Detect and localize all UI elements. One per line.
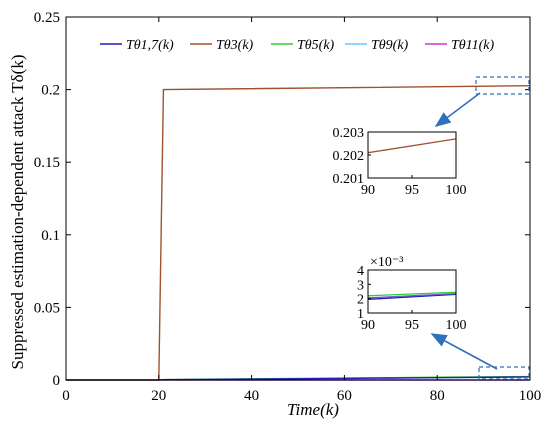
inset-x-tick-label: 95 <box>405 183 419 198</box>
zoom-arrow-top <box>434 92 481 127</box>
legend-entry: Tθ5(k) <box>297 38 335 53</box>
main-plot: 0 20 40 60 80 100 0 0.05 0.1 0.15 0.2 0.25 <box>34 10 542 404</box>
inset-scale-label: ×10⁻³ <box>370 255 403 270</box>
inset-x-tick-label: 90 <box>361 183 375 198</box>
inset-y-tick-label: 2 <box>357 293 364 308</box>
legend-entry: Tθ1,7(k) <box>126 38 174 53</box>
legend-entry: Tθ3(k) <box>216 38 254 53</box>
inset-x-tick-label: 100 <box>446 318 467 333</box>
y-axis-label: Suppressed estimation-dependent attack T… <box>8 54 27 369</box>
y-tick-label: 0.2 <box>41 83 60 99</box>
x-tick-label: 40 <box>244 388 259 404</box>
x-tick-label: 0 <box>62 388 70 404</box>
x-tick-label: 60 <box>337 388 352 404</box>
zoom-box-bottom <box>478 366 530 380</box>
y-tick-label: 0 <box>53 373 61 389</box>
x-tick-label: 80 <box>430 388 445 404</box>
inset-y-tick-label: 1 <box>357 307 364 322</box>
inset-series-line <box>367 293 457 301</box>
inset-series-line <box>367 138 457 154</box>
x-tick-label: 20 <box>151 388 166 404</box>
inset-y-tick-label: 3 <box>357 278 364 293</box>
legend-entry: Tθ9(k) <box>371 38 409 53</box>
y-tick-label: 0.1 <box>41 228 60 244</box>
y-tick-label: 0.25 <box>34 10 60 26</box>
inset-x-tick-label: 100 <box>446 183 467 198</box>
zoom-markers <box>430 76 530 380</box>
inset-series-line <box>367 291 457 297</box>
inset-y-tick-label: 0.201 <box>333 172 365 187</box>
y-tick-label: 0.15 <box>34 155 60 171</box>
inset-y-tick-label: 4 <box>357 264 364 279</box>
legend-entry: Tθ11(k) <box>451 38 495 53</box>
x-axis-label: Time(k) <box>287 400 339 419</box>
y-tick-label: 0.05 <box>34 300 60 316</box>
series-line-2 <box>66 84 531 381</box>
legend: Tθ1,7(k) Tθ3(k) Tθ5(k) Tθ9(k) Tθ11(k) <box>100 38 495 53</box>
inset-x-tick-label: 90 <box>361 318 375 333</box>
inset-top: 90 95 100 0.201 0.202 0.203 <box>333 126 467 198</box>
x-tick-label: 100 <box>519 388 542 404</box>
inset-series-line <box>367 293 457 299</box>
inset-y-tick-label: 0.203 <box>333 126 365 141</box>
zoom-arrow-bottom <box>430 333 498 370</box>
plot-frame <box>65 16 531 381</box>
inset-y-tick-label: 0.202 <box>333 149 365 164</box>
inset-x-tick-label: 95 <box>405 318 419 333</box>
